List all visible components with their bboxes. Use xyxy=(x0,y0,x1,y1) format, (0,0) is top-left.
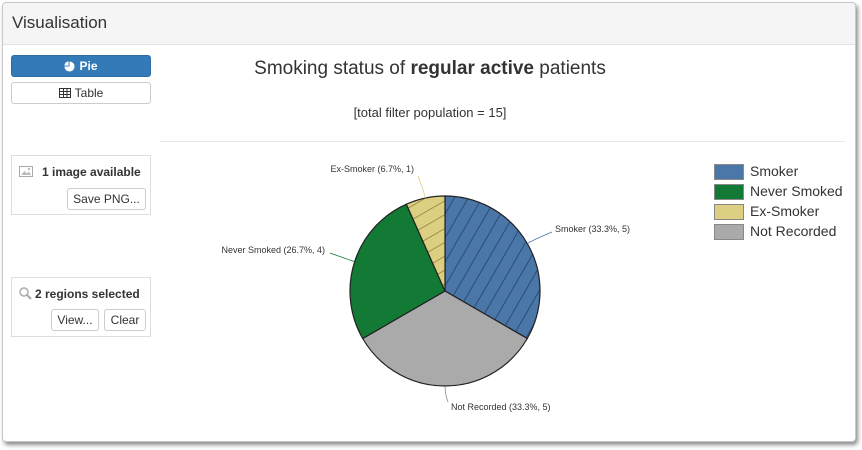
legend-label: Smoker xyxy=(750,163,799,179)
pie-view-label: Pie xyxy=(79,59,98,73)
pie-leader-smoker xyxy=(527,231,553,244)
table-icon xyxy=(58,88,71,98)
search-icon xyxy=(19,287,32,300)
clear-regions-button[interactable]: Clear xyxy=(104,309,146,331)
legend-label: Ex-Smoker xyxy=(750,203,820,219)
panel-heading: Visualisation xyxy=(3,3,855,45)
pie-label-never-smoked: Never Smoked (26.7%, 4) xyxy=(221,245,325,255)
pie-chart-icon xyxy=(64,60,76,72)
pie-slice-smoker xyxy=(444,195,541,340)
pie-view-button[interactable]: Pie xyxy=(11,55,151,77)
pie-leader-ex-smoker xyxy=(417,175,426,199)
view-regions-button[interactable]: View... xyxy=(51,309,99,331)
panel-title: Visualisation xyxy=(12,13,108,32)
table-view-label: Table xyxy=(74,86,104,100)
chart-divider xyxy=(160,141,845,142)
image-icon xyxy=(19,166,33,177)
legend-label: Never Smoked xyxy=(750,183,843,199)
pie-slice-ex-smoker xyxy=(405,195,446,292)
legend-label: Not Recorded xyxy=(750,223,837,239)
image-available-text: 1 image available xyxy=(42,165,141,179)
regions-selected-text: 2 regions selected xyxy=(35,287,140,301)
chart-title-before: Smoking status of xyxy=(254,58,411,79)
clear-regions-label: Clear xyxy=(110,313,140,327)
legend-swatch xyxy=(714,164,744,180)
pie-slice-not-recorded xyxy=(361,290,529,387)
view-regions-label: View... xyxy=(57,313,93,327)
regions-box: 2 regions selected View... Clear xyxy=(11,277,151,337)
legend-swatch xyxy=(714,204,744,220)
save-png-button[interactable]: Save PNG... xyxy=(67,188,146,210)
chart-title: Smoking status of regular active patient… xyxy=(160,58,700,80)
chart-subtitle: [total filter population = 15] xyxy=(353,105,507,120)
pie-leader-never-smoked xyxy=(329,252,355,263)
table-view-button[interactable]: Table xyxy=(11,82,151,104)
image-export-box: 1 image available Save PNG... xyxy=(11,155,151,215)
pie-label-not-recorded: Not Recorded (33.3%, 5) xyxy=(451,402,551,412)
pie-label-smoker: Smoker (33.3%, 5) xyxy=(555,224,630,234)
pie-label-ex-smoker: Ex-Smoker (6.7%, 1) xyxy=(330,164,414,174)
pie-leader-not-recorded xyxy=(444,385,449,403)
chart-title-after: patients xyxy=(534,58,606,79)
chart-title-bold: regular active xyxy=(410,58,535,79)
legend-swatch xyxy=(714,184,744,200)
legend-swatch xyxy=(714,224,744,240)
save-png-label: Save PNG... xyxy=(73,192,140,206)
